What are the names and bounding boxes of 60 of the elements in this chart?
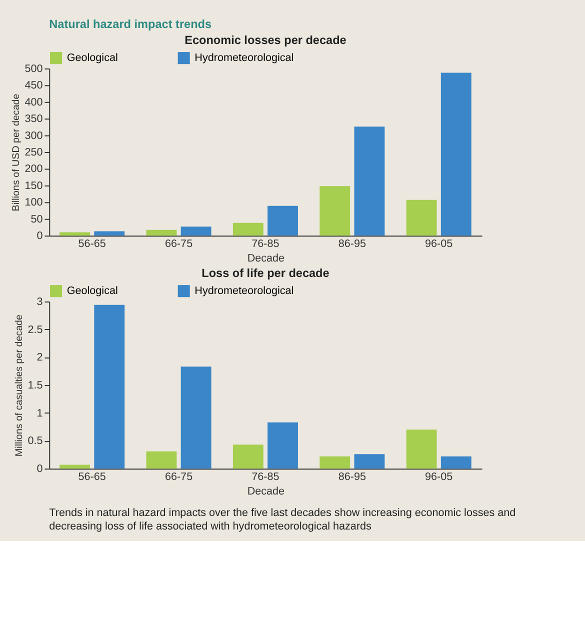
bar [94,304,125,469]
bar [268,422,298,469]
x-tick-label: 66-75 [164,238,193,250]
legend-label: Geological [66,285,118,298]
bar [320,456,350,469]
y-tick-label: 1 [36,407,43,420]
y-tick-label: 2 [36,352,43,364]
bar [268,206,298,236]
x-tick-label: 76-85 [252,238,280,250]
bar [60,232,90,236]
bar [320,186,350,236]
y-tick-label: 200 [24,163,43,176]
y-tick-label: 100 [24,196,43,209]
y-tick-label: 150 [24,180,43,192]
chart-title: Economic losses per decade [184,34,347,47]
y-tick-label: 250 [24,146,43,158]
y-tick-label: 400 [24,96,43,108]
chart-title: Loss of life per decade [202,266,330,280]
bar [406,200,437,236]
legend-label: Hydrometeorological [194,285,294,298]
x-tick-label: 76-85 [252,470,280,483]
y-tick-label: 450 [24,80,43,92]
bar [440,456,472,469]
y-axis-title: Billions of USD per decade [10,93,22,212]
y-tick-label: 2.5 [28,324,43,336]
y-tick-label: 1.5 [28,379,43,392]
y-tick-label: 350 [24,113,43,126]
bar [232,222,264,236]
y-tick-label: 300 [24,130,43,142]
x-tick-label: 96-05 [425,238,453,250]
bar [180,366,212,469]
bar [146,451,177,469]
x-axis-title: Decade [247,252,285,265]
bar [354,126,385,236]
bar [146,230,177,236]
x-axis-title: Decade [247,486,285,498]
y-tick-label: 3 [36,296,43,308]
bar [180,226,212,236]
y-tick-label: 50 [30,213,43,226]
x-tick-label: 66-75 [164,470,193,483]
x-tick-label: 86-95 [338,470,366,483]
bar [440,72,472,236]
legend-label: Geological [66,52,118,64]
y-tick-label: 0.5 [28,435,43,448]
legend-label: Hydrometeorological [194,52,294,64]
bar [60,464,90,469]
x-tick-label: 86-95 [338,238,366,250]
y-tick-label: 0 [36,463,43,476]
y-tick-label: 500 [24,62,43,75]
y-tick-label: 0 [36,230,43,242]
x-tick-label: 96-05 [425,470,453,483]
text: Trends in natural hazard impacts over the five last decades show increasing economic losses and decreasing loss of life associated with hydrometeorological hazards [49,506,516,533]
text: Natural hazard impact trends [49,18,212,32]
bar [232,444,264,469]
x-tick-label: 56-65 [78,238,106,250]
bar [354,454,385,469]
x-tick-label: 56-65 [78,470,106,483]
bar [94,231,125,236]
bar [406,430,437,469]
y-axis-title: Millions of casualties per decade [14,314,25,457]
